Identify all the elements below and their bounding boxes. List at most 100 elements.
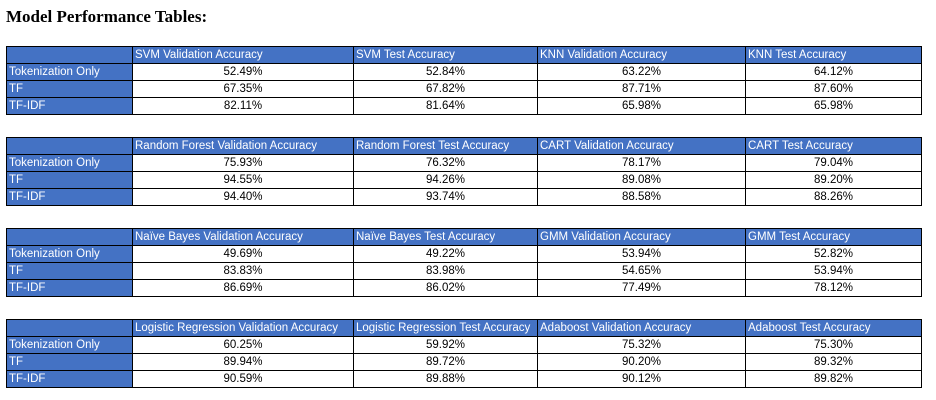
- table-row: TF-IDF 86.69% 86.02% 77.49% 78.12%: [6, 279, 922, 297]
- table-cell: 82.11%: [132, 97, 354, 115]
- table-cell: 75.32%: [537, 336, 746, 354]
- row-label: Tokenization Only: [6, 336, 133, 354]
- performance-table: Random Forest Validation Accuracy Random…: [6, 137, 922, 206]
- performance-table: SVM Validation Accuracy SVM Test Accurac…: [6, 46, 922, 115]
- column-header: CART Test Accuracy: [745, 137, 922, 155]
- performance-table: Naïve Bayes Validation Accuracy Naïve Ba…: [6, 228, 922, 297]
- table-cell: 79.04%: [745, 154, 922, 172]
- table-cell: 49.22%: [353, 245, 538, 263]
- column-header: Random Forest Validation Accuracy: [132, 137, 354, 155]
- table-row: Tokenization Only 60.25% 59.92% 75.32% 7…: [6, 336, 922, 354]
- row-label: TF: [6, 353, 133, 371]
- table-cell: 89.94%: [132, 353, 354, 371]
- table-cell: 54.65%: [537, 262, 746, 280]
- corner-cell: [6, 46, 133, 64]
- table-cell: 86.69%: [132, 279, 354, 297]
- table-header-row: SVM Validation Accuracy SVM Test Accurac…: [6, 46, 922, 64]
- table-cell: 52.49%: [132, 63, 354, 81]
- table-row: TF 67.35% 67.82% 87.71% 87.60%: [6, 80, 922, 98]
- table-cell: 81.64%: [353, 97, 538, 115]
- table-cell: 88.26%: [745, 188, 922, 206]
- row-label: TF-IDF: [6, 97, 133, 115]
- table-cell: 94.55%: [132, 171, 354, 189]
- table-cell: 89.72%: [353, 353, 538, 371]
- table-row: Tokenization Only 75.93% 76.32% 78.17% 7…: [6, 154, 922, 172]
- table-cell: 78.17%: [537, 154, 746, 172]
- corner-cell: [6, 319, 133, 337]
- table-row: TF-IDF 82.11% 81.64% 65.98% 65.98%: [6, 97, 922, 115]
- table-cell: 90.20%: [537, 353, 746, 371]
- column-header: SVM Test Accuracy: [353, 46, 538, 64]
- table-cell: 83.83%: [132, 262, 354, 280]
- table-cell: 90.12%: [537, 370, 746, 388]
- corner-cell: [6, 228, 133, 246]
- table-cell: 89.88%: [353, 370, 538, 388]
- table-row: TF 94.55% 94.26% 89.08% 89.20%: [6, 171, 922, 189]
- column-header: GMM Validation Accuracy: [537, 228, 746, 246]
- table-cell: 52.84%: [353, 63, 538, 81]
- table-cell: 53.94%: [537, 245, 746, 263]
- table-cell: 64.12%: [745, 63, 922, 81]
- table-cell: 93.74%: [353, 188, 538, 206]
- table-cell: 63.22%: [537, 63, 746, 81]
- table-cell: 90.59%: [132, 370, 354, 388]
- table-cell: 75.93%: [132, 154, 354, 172]
- table-row: TF-IDF 94.40% 93.74% 88.58% 88.26%: [6, 188, 922, 206]
- table-header-row: Naïve Bayes Validation Accuracy Naïve Ba…: [6, 228, 922, 246]
- table-row: TF-IDF 90.59% 89.88% 90.12% 89.82%: [6, 370, 922, 388]
- column-header: Adaboost Validation Accuracy: [537, 319, 746, 337]
- table-cell: 89.32%: [745, 353, 922, 371]
- table-cell: 94.26%: [353, 171, 538, 189]
- table-cell: 75.30%: [745, 336, 922, 354]
- table-cell: 78.12%: [745, 279, 922, 297]
- table-row: Tokenization Only 52.49% 52.84% 63.22% 6…: [6, 63, 922, 81]
- table-cell: 87.60%: [745, 80, 922, 98]
- table-cell: 87.71%: [537, 80, 746, 98]
- table-cell: 89.08%: [537, 171, 746, 189]
- table-cell: 89.20%: [745, 171, 922, 189]
- column-header: Adaboost Test Accuracy: [745, 319, 922, 337]
- table-cell: 88.58%: [537, 188, 746, 206]
- performance-table: Logistic Regression Validation Accuracy …: [6, 319, 922, 388]
- table-cell: 77.49%: [537, 279, 746, 297]
- table-cell: 83.98%: [353, 262, 538, 280]
- table-cell: 52.82%: [745, 245, 922, 263]
- table-cell: 86.02%: [353, 279, 538, 297]
- column-header: KNN Test Accuracy: [745, 46, 922, 64]
- column-header: Logistic Regression Validation Accuracy: [132, 319, 354, 337]
- table-cell: 53.94%: [745, 262, 922, 280]
- table-cell: 49.69%: [132, 245, 354, 263]
- row-label: TF: [6, 80, 133, 98]
- table-cell: 67.82%: [353, 80, 538, 98]
- table-cell: 60.25%: [132, 336, 354, 354]
- row-label: Tokenization Only: [6, 154, 133, 172]
- column-header: GMM Test Accuracy: [745, 228, 922, 246]
- column-header: KNN Validation Accuracy: [537, 46, 746, 64]
- corner-cell: [6, 137, 133, 155]
- row-label: TF: [6, 262, 133, 280]
- row-label: Tokenization Only: [6, 245, 133, 263]
- table-header-row: Random Forest Validation Accuracy Random…: [6, 137, 922, 155]
- row-label: TF-IDF: [6, 279, 133, 297]
- table-header-row: Logistic Regression Validation Accuracy …: [6, 319, 922, 337]
- table-row: TF 89.94% 89.72% 90.20% 89.32%: [6, 353, 922, 371]
- column-header: Naïve Bayes Test Accuracy: [353, 228, 538, 246]
- table-cell: 89.82%: [745, 370, 922, 388]
- row-label: Tokenization Only: [6, 63, 133, 81]
- table-cell: 76.32%: [353, 154, 538, 172]
- column-header: SVM Validation Accuracy: [132, 46, 354, 64]
- column-header: CART Validation Accuracy: [537, 137, 746, 155]
- row-label: TF-IDF: [6, 188, 133, 206]
- table-cell: 94.40%: [132, 188, 354, 206]
- table-row: Tokenization Only 49.69% 49.22% 53.94% 5…: [6, 245, 922, 263]
- page-title: Model Performance Tables:: [6, 7, 208, 26]
- table-row: TF 83.83% 83.98% 54.65% 53.94%: [6, 262, 922, 280]
- table-cell: 67.35%: [132, 80, 354, 98]
- column-header: Logistic Regression Test Accuracy: [353, 319, 538, 337]
- table-cell: 65.98%: [745, 97, 922, 115]
- column-header: Random Forest Test Accuracy: [353, 137, 538, 155]
- table-cell: 65.98%: [537, 97, 746, 115]
- row-label: TF: [6, 171, 133, 189]
- table-cell: 59.92%: [353, 336, 538, 354]
- column-header: Naïve Bayes Validation Accuracy: [132, 228, 354, 246]
